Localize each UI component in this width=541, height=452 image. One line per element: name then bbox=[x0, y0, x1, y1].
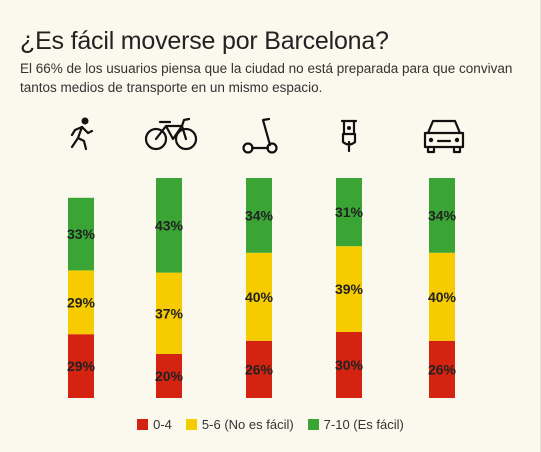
data-label: 43% bbox=[155, 217, 184, 233]
legend-swatch-red bbox=[137, 419, 149, 430]
motorbike-icon bbox=[340, 119, 358, 153]
bar-segment-motorbike-0-4 bbox=[336, 332, 362, 398]
legend-label-7-10: 7-10 (Es fácil) bbox=[323, 417, 404, 432]
bar-segment-car-7-10 bbox=[429, 178, 455, 253]
pedestrian-icon bbox=[70, 117, 94, 151]
bar-segment-pedestrian-5-6 bbox=[68, 270, 94, 335]
legend-item-0-4: 0-4 bbox=[137, 417, 172, 432]
bar-segment-pedestrian-0-4 bbox=[68, 334, 94, 398]
bar-segment-car-0-4 bbox=[429, 340, 455, 398]
data-label: 33% bbox=[67, 226, 96, 242]
data-label: 39% bbox=[335, 281, 364, 297]
bar-segment-pedestrian-7-10 bbox=[68, 197, 94, 271]
bicycle-icon bbox=[144, 117, 198, 151]
legend-label-0-4: 0-4 bbox=[153, 417, 172, 432]
data-label: 20% bbox=[155, 368, 184, 384]
bar-segment-bicycle-5-6 bbox=[156, 272, 182, 354]
legend: 0-4 5-6 (No es fácil) 7-10 (Es fácil) bbox=[0, 417, 541, 432]
bar-segment-car-5-6 bbox=[429, 252, 455, 341]
chart-title: ¿Es fácil moverse por Barcelona? bbox=[20, 27, 389, 55]
chart-subtitle: El 66% de los usuarios piensa que la ciu… bbox=[20, 61, 513, 95]
car-icon bbox=[423, 119, 465, 154]
bar-segment-bicycle-7-10 bbox=[156, 178, 182, 273]
data-label: 34% bbox=[245, 207, 274, 223]
data-label: 37% bbox=[155, 305, 184, 321]
scooter-icon bbox=[242, 117, 278, 154]
legend-swatch-yellow bbox=[185, 419, 197, 430]
bar-segment-motorbike-7-10 bbox=[336, 178, 362, 247]
bar-segment-motorbike-5-6 bbox=[336, 246, 362, 332]
legend-label-5-6: 5-6 (No es fácil) bbox=[201, 417, 294, 432]
bar-segment-scooter-7-10 bbox=[246, 178, 272, 253]
legend-swatch-green bbox=[307, 419, 319, 430]
data-label: 29% bbox=[67, 358, 96, 374]
legend-item-7-10: 7-10 (Es fácil) bbox=[307, 417, 404, 432]
data-label: 26% bbox=[245, 361, 274, 377]
data-label: 31% bbox=[335, 204, 364, 220]
bar-segment-scooter-5-6 bbox=[246, 252, 272, 341]
data-label: 40% bbox=[245, 289, 274, 305]
data-label: 34% bbox=[428, 207, 457, 223]
data-label: 29% bbox=[67, 294, 96, 310]
bar-segment-bicycle-0-4 bbox=[156, 354, 182, 398]
data-label: 26% bbox=[428, 361, 457, 377]
data-label: 30% bbox=[335, 357, 364, 373]
legend-item-5-6: 5-6 (No es fácil) bbox=[185, 417, 294, 432]
bar-segment-scooter-0-4 bbox=[246, 340, 272, 398]
data-label: 40% bbox=[428, 289, 457, 305]
